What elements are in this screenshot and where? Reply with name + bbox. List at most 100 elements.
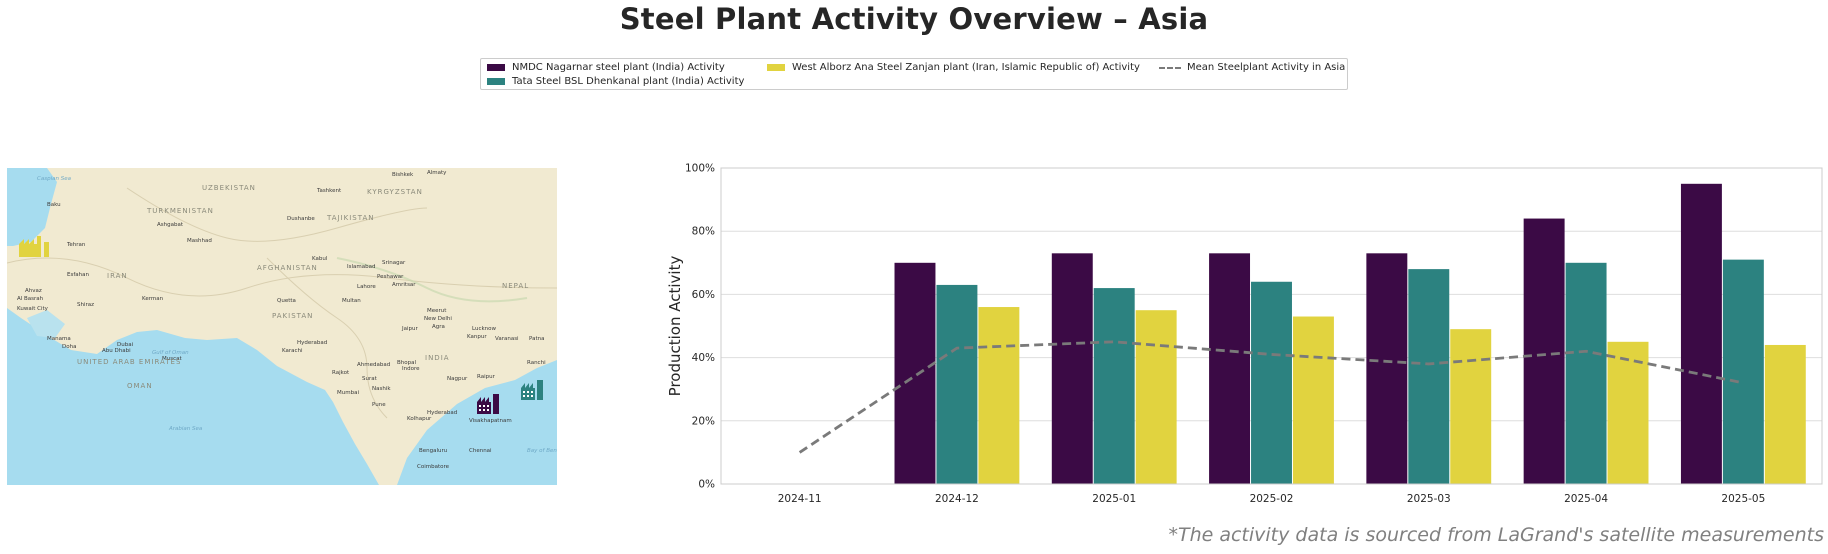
legend-label-mean: Mean Steelplant Activity in Asia bbox=[1187, 62, 1346, 73]
map-label: Nagpur bbox=[447, 376, 468, 382]
factory-icon bbox=[477, 394, 499, 414]
map-label: Kerman bbox=[142, 296, 164, 302]
bar bbox=[894, 262, 936, 484]
map-label: Karachi bbox=[282, 348, 303, 354]
x-tick-label: 2025-03 bbox=[1407, 493, 1451, 505]
x-tick-label: 2024-11 bbox=[778, 493, 822, 505]
map-svg: Caspian Sea Baku UZBEKISTAN Tashkent KYRGYZS… bbox=[7, 168, 557, 485]
bar bbox=[1607, 341, 1649, 484]
y-tick-label: 100% bbox=[685, 163, 715, 175]
map-label: Nashik bbox=[372, 386, 391, 392]
map-label: Ranchi bbox=[527, 360, 546, 366]
map-label: Indore bbox=[402, 366, 420, 372]
map-label: Islamabad bbox=[347, 264, 375, 270]
map-label: Ahmedabad bbox=[357, 362, 390, 368]
map-label: IRAN bbox=[107, 272, 128, 280]
legend-label-alborz: West Alborz Ana Steel Zanjan plant (Iran… bbox=[792, 62, 1140, 73]
map-label: UZBEKISTAN bbox=[202, 184, 256, 192]
map-label: Bengaluru bbox=[419, 448, 447, 454]
map-label: Jaipur bbox=[401, 326, 418, 332]
map-border-1 bbox=[7, 257, 557, 297]
y-tick-label: 80% bbox=[692, 226, 715, 238]
map-label: Mumbai bbox=[337, 390, 359, 396]
map-label: Bishkek bbox=[392, 172, 414, 178]
x-tick-label: 2024-12 bbox=[935, 493, 979, 505]
map-label: Almaty bbox=[427, 170, 447, 176]
x-tick-label: 2025-05 bbox=[1721, 493, 1765, 505]
bar bbox=[978, 307, 1020, 484]
map-label: Tashkent bbox=[316, 188, 342, 194]
map-label: Kabul bbox=[312, 256, 328, 262]
map-border-2 bbox=[126, 187, 428, 242]
map-label: Baku bbox=[47, 202, 61, 208]
map-label: Srinagar bbox=[382, 260, 406, 266]
map-label: OMAN bbox=[127, 382, 153, 390]
map-label: Multan bbox=[342, 298, 361, 304]
persian-gulf bbox=[27, 310, 65, 338]
bar bbox=[1209, 253, 1251, 484]
map-label: Pune bbox=[372, 402, 386, 408]
legend-item-mean: Mean Steelplant Activity in Asia bbox=[1159, 62, 1345, 73]
bar bbox=[1722, 259, 1764, 484]
map-label: Kanpur bbox=[467, 334, 487, 340]
map-label: KYRGYZSTAN bbox=[367, 188, 423, 196]
map-label: Esfahan bbox=[67, 272, 90, 278]
bar bbox=[1565, 262, 1607, 484]
map-label: Kuwait City bbox=[17, 306, 49, 312]
legend-item-nmdc: NMDC Nagarnar steel plant (India) Activi… bbox=[487, 62, 725, 73]
map-river bbox=[336, 257, 528, 303]
bar bbox=[936, 284, 978, 484]
x-tick-label: 2025-01 bbox=[1092, 493, 1136, 505]
bar bbox=[1051, 253, 1093, 484]
legend-label-nmdc: NMDC Nagarnar steel plant (India) Activi… bbox=[512, 62, 725, 73]
y-axis-label: Production Activity bbox=[666, 256, 684, 397]
map-label: UNITED ARAB EMIRATES bbox=[77, 358, 181, 366]
chart-title: Steel Plant Activity Overview – Asia bbox=[619, 2, 1209, 36]
map-label: Doha bbox=[62, 344, 76, 350]
map-label: Lucknow bbox=[472, 326, 497, 332]
map-label: INDIA bbox=[425, 354, 450, 362]
map-label: Meerut bbox=[427, 308, 447, 314]
legend: NMDC Nagarnar steel plant (India) Activi… bbox=[480, 58, 1348, 90]
bar bbox=[1680, 183, 1722, 485]
map-label: NEPAL bbox=[502, 282, 529, 290]
footnote: *The activity data is sourced from LaGra… bbox=[1168, 524, 1824, 546]
y-tick-label: 60% bbox=[692, 289, 715, 301]
legend-item-tata: Tata Steel BSL Dhenkanal plant (India) A… bbox=[487, 76, 744, 87]
map-label: Varanasi bbox=[495, 336, 519, 342]
y-tick-label: 20% bbox=[692, 415, 715, 427]
map-label: Bay of Bengal bbox=[527, 448, 557, 454]
bar bbox=[1408, 269, 1450, 484]
map-label: Dubai bbox=[117, 342, 134, 348]
legend-item-alborz: West Alborz Ana Steel Zanjan plant (Iran… bbox=[767, 62, 1140, 73]
map-label: Coimbatore bbox=[417, 464, 450, 470]
y-tick-label: 0% bbox=[698, 479, 715, 491]
bar bbox=[1764, 344, 1806, 484]
map-label: TAJIKISTAN bbox=[326, 214, 375, 222]
asia-map: Caspian Sea Baku UZBEKISTAN Tashkent KYRGYZS… bbox=[7, 168, 557, 485]
bar bbox=[1093, 288, 1135, 484]
bar bbox=[1366, 253, 1408, 484]
x-tick-label: 2025-02 bbox=[1250, 493, 1294, 505]
map-label: Rajkot bbox=[332, 370, 350, 376]
legend-label-tata: Tata Steel BSL Dhenkanal plant (India) A… bbox=[512, 76, 745, 87]
bar bbox=[1523, 218, 1565, 484]
map-label: Gulf of Oman bbox=[152, 350, 189, 356]
map-label: Kolhapur bbox=[407, 416, 432, 422]
map-label: Ashgabat bbox=[157, 222, 184, 228]
map-label: Manama bbox=[47, 336, 71, 342]
map-label: Mashhad bbox=[187, 238, 212, 244]
map-label: Chennai bbox=[469, 448, 492, 454]
map-label: Al Basrah bbox=[17, 296, 44, 302]
bar bbox=[1450, 329, 1492, 484]
bar bbox=[1251, 281, 1292, 484]
legend-swatch-alborz bbox=[767, 64, 785, 71]
map-label: Surat bbox=[362, 376, 378, 382]
map-label: Dushanbe bbox=[287, 216, 315, 222]
map-label: Shiraz bbox=[77, 302, 94, 308]
map-label: Bhopal bbox=[397, 360, 416, 366]
y-tick-label: 40% bbox=[692, 352, 715, 364]
plot-frame bbox=[720, 167, 1823, 485]
legend-dash-mean bbox=[1159, 66, 1181, 69]
